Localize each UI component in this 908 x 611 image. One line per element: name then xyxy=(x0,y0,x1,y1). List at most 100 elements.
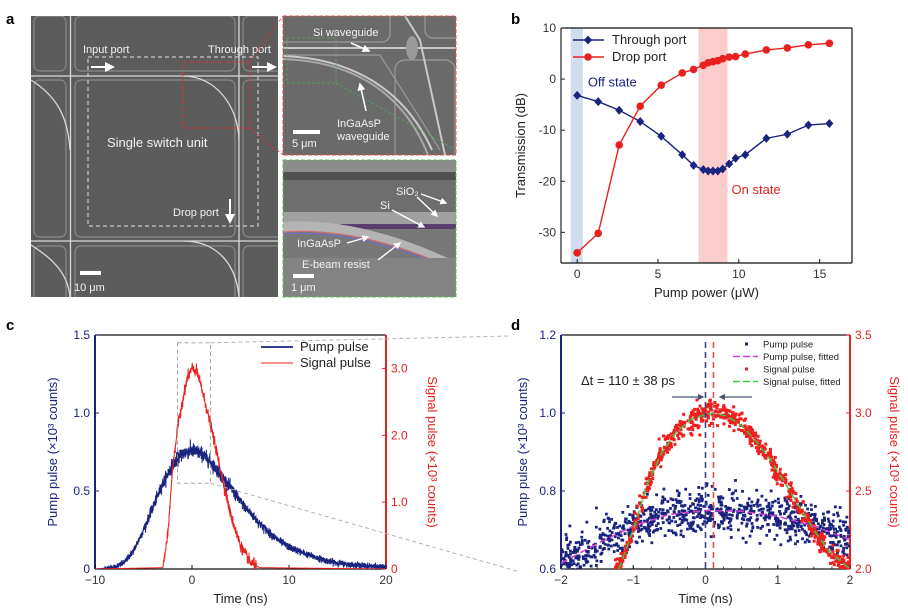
signal-pulse-point xyxy=(832,556,836,560)
pump-pulse-point xyxy=(567,565,571,569)
pump-pulse-point xyxy=(818,525,822,529)
signal-pulse-point xyxy=(749,438,753,442)
signal-pulse-point xyxy=(754,446,758,450)
pump-pulse-point xyxy=(711,517,715,521)
pump-pulse-point xyxy=(689,521,693,525)
pump-pulse-point xyxy=(653,516,657,519)
signal-pulse-point xyxy=(696,407,700,411)
pump-pulse-point xyxy=(775,522,779,525)
pump-pulse-point xyxy=(613,535,617,539)
signal-pulse-point xyxy=(742,418,746,422)
signal-pulse-point xyxy=(798,509,802,513)
pump-pulse-point xyxy=(580,535,584,539)
y-right-tick-label: 3.0 xyxy=(855,406,872,420)
y-tick-label: -20 xyxy=(539,174,557,188)
signal-pulse-point xyxy=(770,455,774,459)
y-right-tick-label: 2.5 xyxy=(855,484,872,498)
pump-pulse-point xyxy=(667,529,671,532)
pump-pulse-point xyxy=(631,513,634,517)
pump-pulse-point xyxy=(661,500,665,504)
through-port-point xyxy=(636,116,645,126)
pump-pulse-point xyxy=(721,496,725,500)
pump-pulse-point xyxy=(730,513,734,517)
drop-port-point xyxy=(731,52,740,61)
input-port-label: Input port xyxy=(83,44,129,56)
pump-pulse-point xyxy=(646,518,650,522)
y-tick-label: 0 xyxy=(549,72,556,86)
through-port-point xyxy=(657,131,666,141)
pump-pulse-point xyxy=(564,554,568,558)
pump-pulse-point xyxy=(617,531,621,535)
pump-pulse-point xyxy=(584,557,588,561)
signal-pulse-point xyxy=(811,527,815,531)
pump-pulse-point xyxy=(842,552,846,556)
pump-pulse-point xyxy=(587,539,591,543)
legend-label: Pump pulse, fitted xyxy=(763,352,839,363)
signal-pulse-point xyxy=(755,438,759,442)
signal-pulse-point xyxy=(651,473,655,477)
pump-pulse-point xyxy=(825,531,829,535)
signal-pulse-point xyxy=(772,462,776,466)
signal-pulse-point xyxy=(743,424,747,428)
pump-pulse-point xyxy=(578,572,581,575)
signal-pulse-point xyxy=(676,426,680,430)
pump-pulse-point xyxy=(722,527,726,531)
signal-pulse-point xyxy=(619,573,622,576)
pump-pulse-point xyxy=(636,524,640,528)
y-axis-label: Pump pulse (×10³ counts) xyxy=(45,377,60,526)
signal-pulse-point xyxy=(689,418,693,422)
pump-pulse-point xyxy=(761,524,764,528)
pump-pulse-point xyxy=(613,522,617,525)
signal-pulse-point xyxy=(821,534,825,538)
pump-pulse-point xyxy=(716,507,719,511)
pump-pulse-point xyxy=(584,559,588,563)
pump-pulse-point xyxy=(668,515,671,519)
through-port-point xyxy=(704,166,713,176)
signal-pulse-point xyxy=(716,403,720,407)
pump-pulse-point xyxy=(585,554,589,558)
signal-pulse-point xyxy=(758,445,762,449)
x-axis-label: Time (ns) xyxy=(213,591,267,606)
pump-pulse-point xyxy=(690,523,694,527)
pump-pulse-point xyxy=(562,589,565,592)
pump-pulse-point xyxy=(786,539,790,543)
pump-pulse-point xyxy=(576,562,580,566)
signal-pulse-point xyxy=(680,420,684,424)
signal-pulse-point xyxy=(731,421,735,425)
y-tick-label: 10 xyxy=(543,21,557,35)
signal-pulse-point xyxy=(718,414,722,418)
pump-pulse-point xyxy=(813,512,817,516)
pump-pulse-point xyxy=(732,508,736,512)
pump-pulse-point xyxy=(799,525,803,529)
pump-pulse-point xyxy=(599,552,603,556)
pump-pulse-point xyxy=(746,503,750,507)
pump-pulse-point xyxy=(638,535,641,539)
signal-pulse-point xyxy=(628,535,632,539)
pump-pulse-point xyxy=(643,526,647,530)
pump-pulse-point xyxy=(637,527,641,530)
y-tick-label: 1.5 xyxy=(73,328,90,342)
pump-pulse-point xyxy=(738,503,742,507)
signal-pulse-point xyxy=(677,437,681,441)
pump-pulse-point xyxy=(610,531,614,534)
pump-pulse-point xyxy=(696,524,700,527)
x-tick-label: 1 xyxy=(774,573,781,587)
pump-pulse-point xyxy=(720,521,724,525)
signal-pulse-point xyxy=(774,477,778,481)
pump-pulse-point xyxy=(823,516,826,520)
pump-pulse-point xyxy=(651,514,655,518)
signal-pulse-point xyxy=(728,415,732,419)
pump-pulse-point xyxy=(650,541,654,545)
pump-pulse-point xyxy=(567,543,571,547)
pump-pulse-point xyxy=(831,540,835,544)
pump-pulse-point xyxy=(728,513,731,517)
pump-pulse-point xyxy=(794,515,798,519)
pump-pulse-point xyxy=(656,516,660,520)
pump-pulse-point xyxy=(720,503,724,507)
through-port-point xyxy=(718,164,727,174)
signal-pulse-point xyxy=(756,449,760,453)
pump-pulse-point xyxy=(775,523,779,527)
signal-pulse-point xyxy=(754,441,758,445)
signal-pulse-point xyxy=(838,560,842,564)
pump-pulse-point xyxy=(816,522,820,526)
